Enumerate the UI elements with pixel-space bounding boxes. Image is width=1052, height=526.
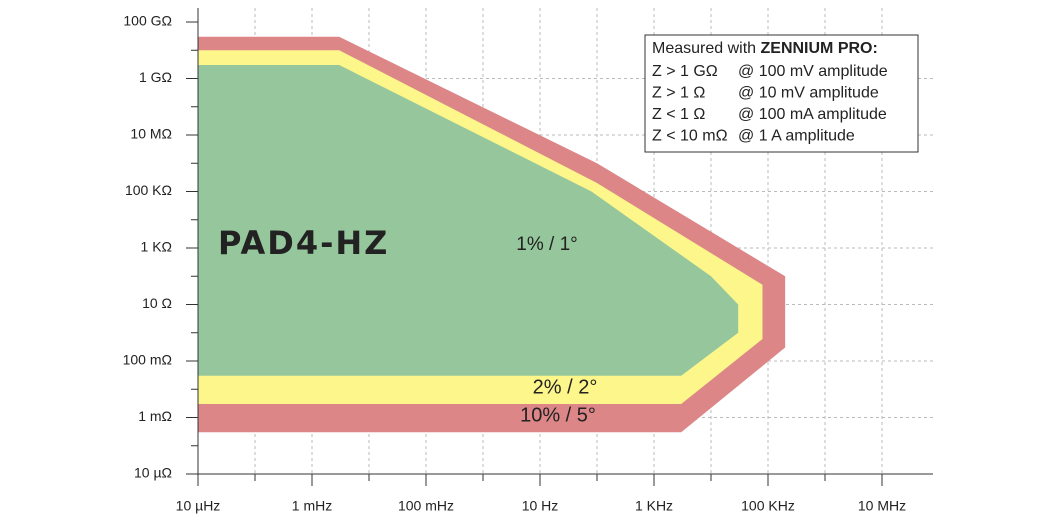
note-title: Measured with ZENNIUM PRO:	[652, 40, 878, 57]
note-amplitude: @ 10 mV amplitude	[738, 85, 879, 102]
note-amplitude: @ 100 mV amplitude	[738, 63, 888, 80]
note-frame	[644, 34, 919, 153]
y-tick-label: 100 KΩ	[125, 182, 172, 198]
note-condition: Z < 10 mΩ	[652, 128, 728, 145]
note-box: Measured with ZENNIUM PRO: Z > 1 GΩ @ 100…	[644, 34, 919, 153]
note-amplitude: @ 100 mA amplitude	[738, 106, 887, 123]
note-title-text: Measured with	[652, 40, 761, 57]
region-label: 10% / 5°	[520, 404, 596, 426]
regions	[198, 36, 786, 433]
x-tick-label: 10 µHz	[176, 498, 221, 514]
x-tick-label: 1 KHz	[635, 498, 673, 514]
x-tick-label: 100 KHz	[741, 498, 795, 514]
note-condition: Z < 1 Ω	[652, 106, 705, 123]
region	[198, 65, 739, 376]
chart-title: PAD4-HZ	[218, 224, 389, 262]
y-tick-label: 10 MΩ	[130, 126, 172, 142]
x-tick-label: 10 Hz	[522, 498, 559, 514]
note-condition: Z > 1 Ω	[652, 85, 705, 102]
y-tick-label: 10 µΩ	[134, 465, 172, 481]
y-tick-label: 100 mΩ	[123, 352, 172, 368]
x-tick-label: 10 MHz	[858, 498, 906, 514]
y-tick-label: 1 mΩ	[138, 408, 172, 424]
region-label: 2% / 2°	[533, 376, 598, 398]
axes: 100 GΩ 1 GΩ 10 MΩ 100 KΩ 1 KΩ 10 Ω 100 mΩ 1 mΩ 1…	[123, 8, 933, 514]
note-condition: Z > 1 GΩ	[652, 63, 718, 80]
y-tick-label: 10 Ω	[142, 295, 172, 311]
x-tick-label: 100 mHz	[398, 498, 454, 514]
x-tick-label: 1 mHz	[292, 498, 332, 514]
y-tick-label: 100 GΩ	[123, 13, 172, 29]
y-tick-label: 1 KΩ	[141, 239, 172, 255]
y-tick-label: 1 GΩ	[139, 69, 172, 85]
note-title-bold: ZENNIUM PRO:	[761, 40, 878, 57]
region-label: 1% / 1°	[516, 234, 577, 255]
note-amplitude: @ 1 A amplitude	[738, 128, 855, 145]
